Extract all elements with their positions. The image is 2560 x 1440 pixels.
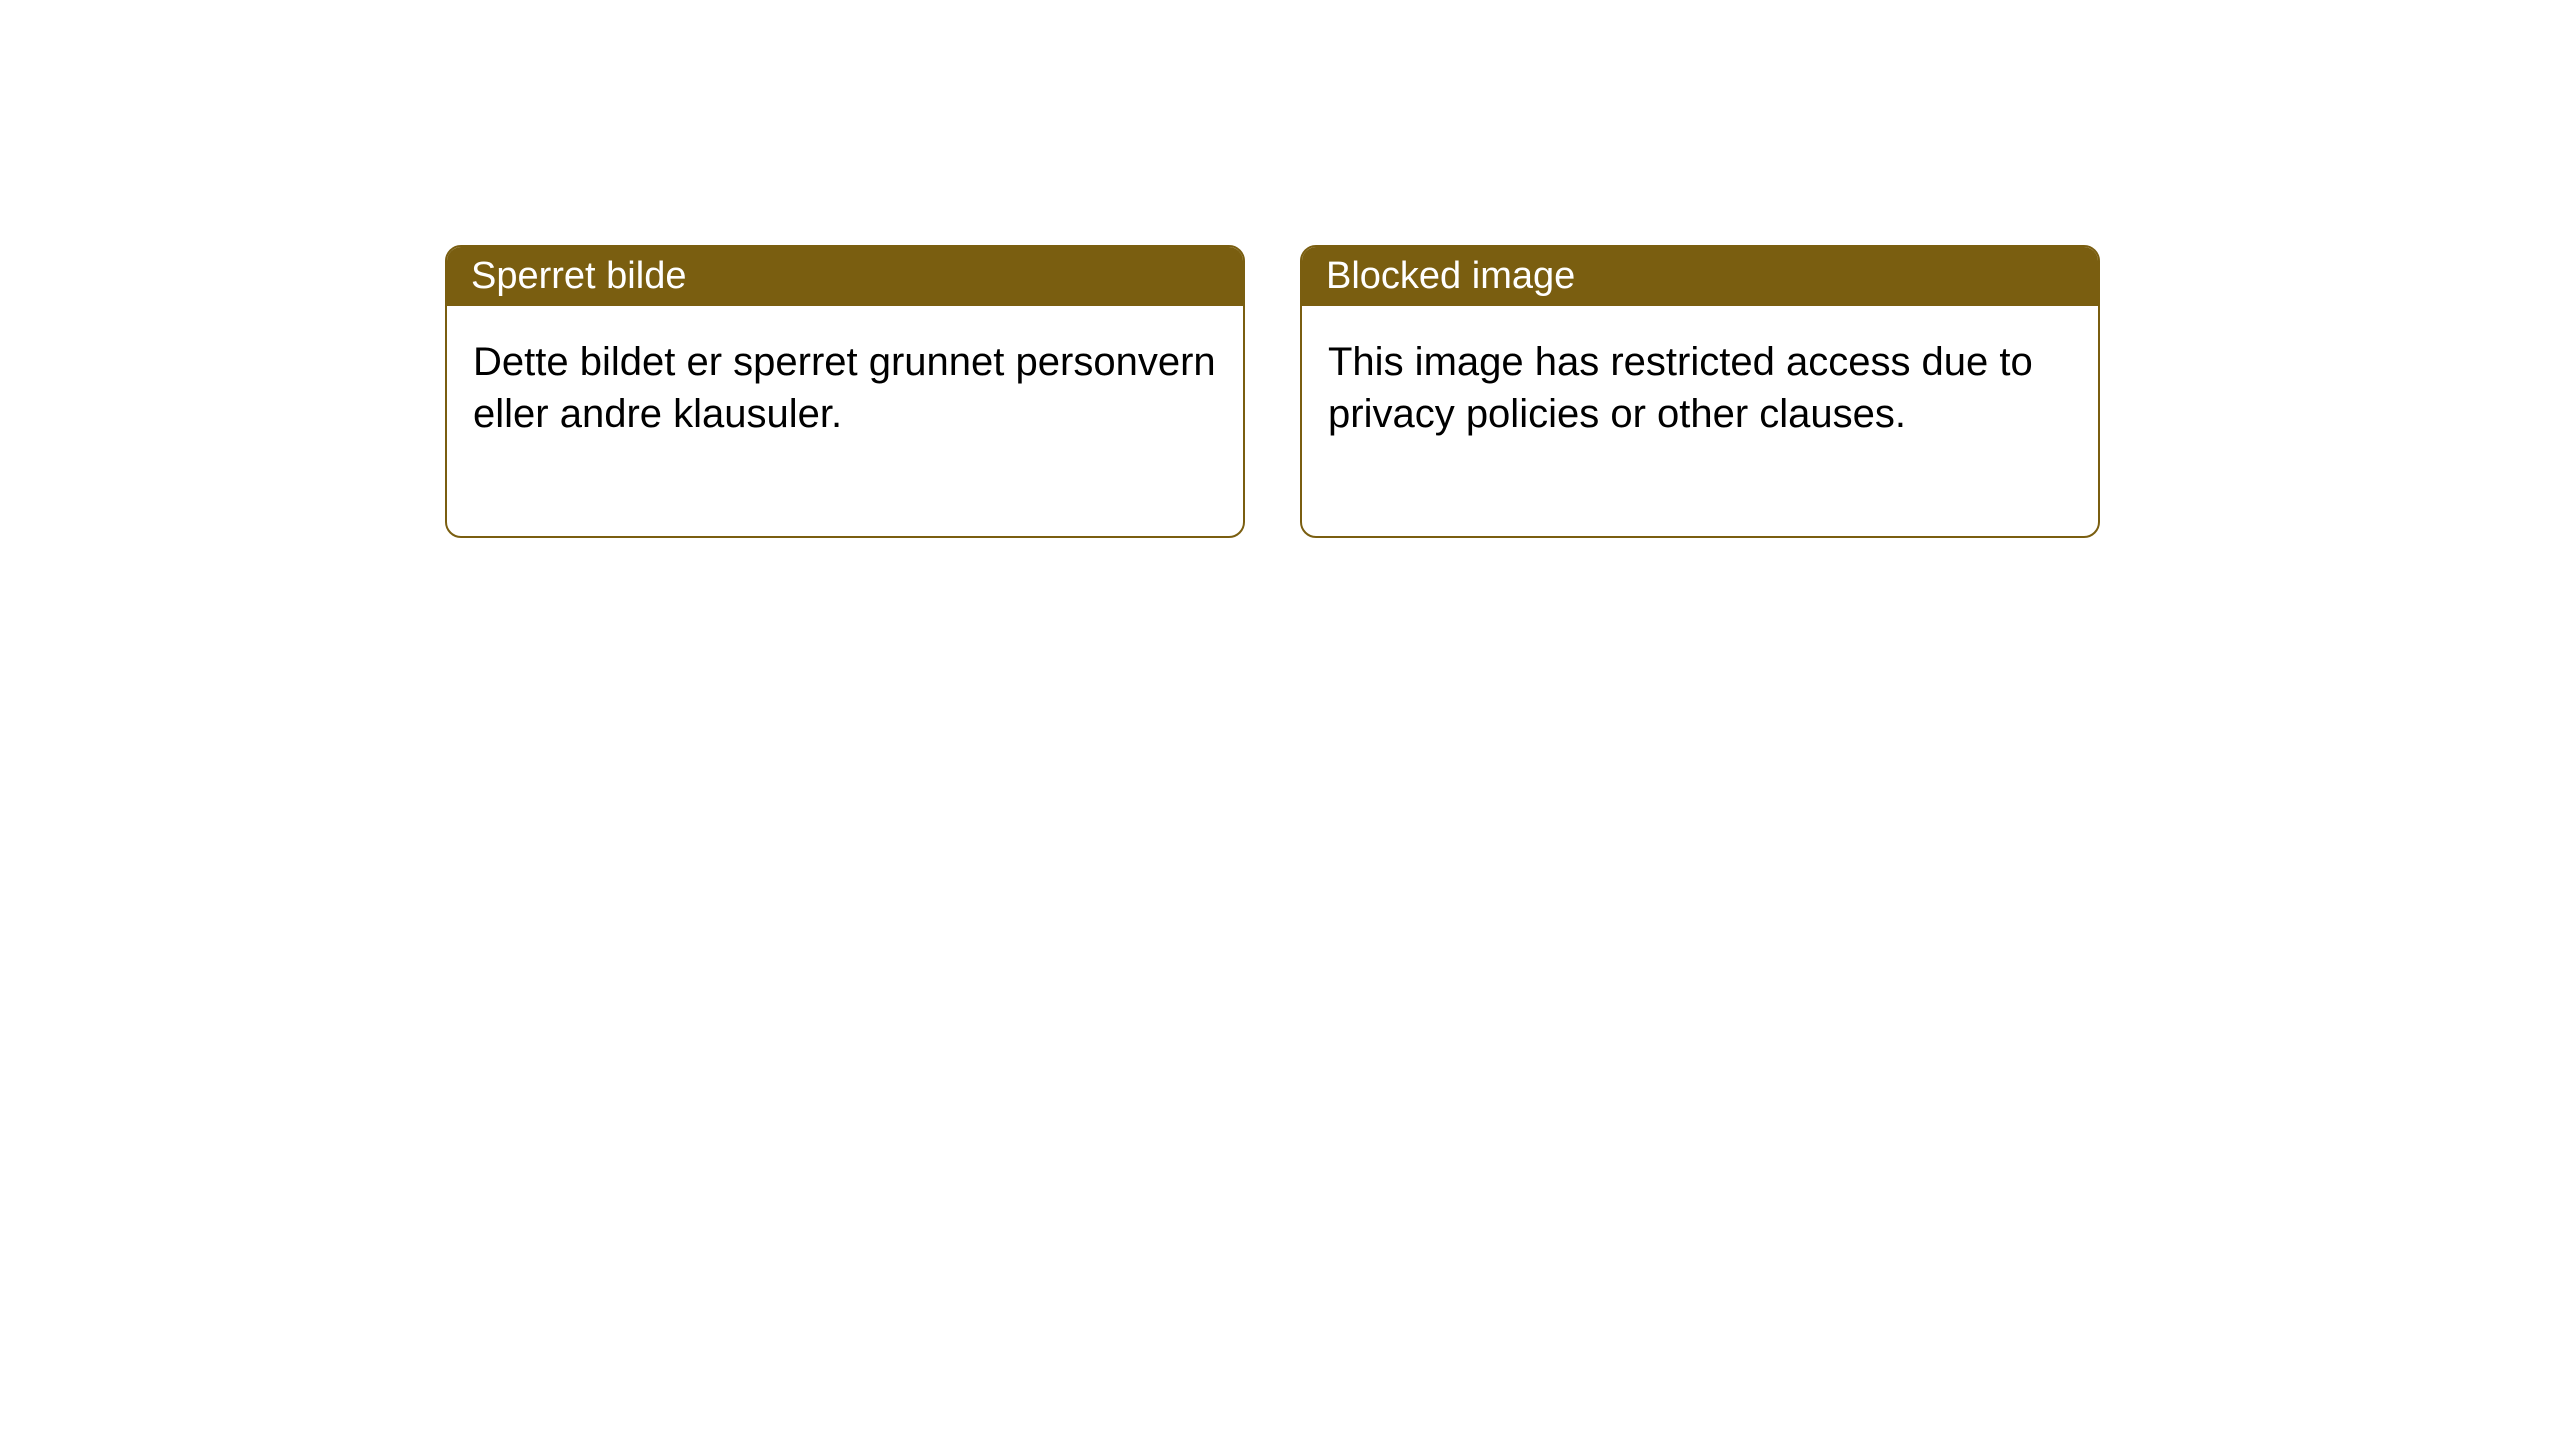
card-header: Sperret bilde xyxy=(447,247,1243,306)
card-header: Blocked image xyxy=(1302,247,2098,306)
notice-card-english: Blocked image This image has restricted … xyxy=(1300,245,2100,538)
card-body: This image has restricted access due to … xyxy=(1302,306,2098,536)
card-title: Blocked image xyxy=(1326,255,1575,297)
card-title: Sperret bilde xyxy=(471,255,686,297)
card-body-text: Dette bildet er sperret grunnet personve… xyxy=(473,340,1216,436)
notice-card-norwegian: Sperret bilde Dette bildet er sperret gr… xyxy=(445,245,1245,538)
notice-cards-container: Sperret bilde Dette bildet er sperret gr… xyxy=(445,245,2100,538)
card-body-text: This image has restricted access due to … xyxy=(1328,340,2033,436)
card-body: Dette bildet er sperret grunnet personve… xyxy=(447,306,1243,536)
